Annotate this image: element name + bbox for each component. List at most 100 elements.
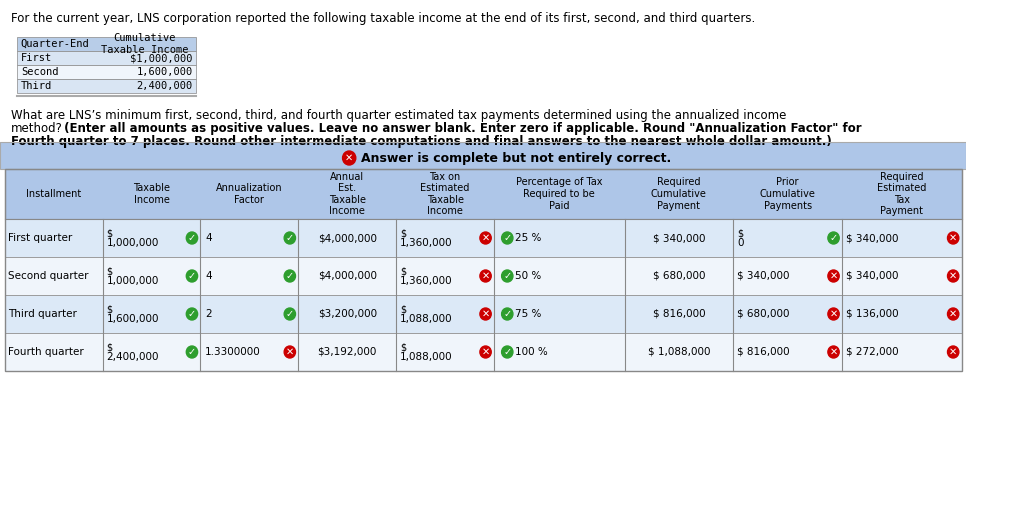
- Text: 0: 0: [737, 238, 743, 248]
- Text: ✕: ✕: [481, 233, 489, 243]
- Text: $: $: [106, 228, 113, 238]
- Text: ✕: ✕: [286, 347, 294, 357]
- Text: $ 1,088,000: $ 1,088,000: [647, 347, 711, 357]
- Text: 75 %: 75 %: [515, 309, 542, 319]
- Text: ✓: ✓: [503, 271, 511, 281]
- Text: Answer is complete but not entirely correct.: Answer is complete but not entirely corr…: [361, 152, 672, 164]
- Text: Third: Third: [20, 81, 52, 91]
- Text: ✕: ✕: [949, 233, 957, 243]
- Text: 1,088,000: 1,088,000: [400, 314, 453, 324]
- Circle shape: [186, 270, 198, 282]
- FancyBboxPatch shape: [5, 295, 962, 333]
- Text: Quarter-End: Quarter-End: [20, 39, 89, 49]
- Circle shape: [480, 346, 492, 358]
- Circle shape: [343, 151, 355, 165]
- Text: Third quarter: Third quarter: [8, 309, 78, 319]
- Text: ✓: ✓: [187, 309, 196, 319]
- Text: 4: 4: [205, 271, 212, 281]
- Text: 1,360,000: 1,360,000: [400, 276, 453, 286]
- Circle shape: [285, 270, 296, 282]
- Text: 25 %: 25 %: [515, 233, 542, 243]
- FancyBboxPatch shape: [5, 333, 962, 371]
- FancyBboxPatch shape: [5, 169, 962, 219]
- Text: $: $: [400, 266, 407, 276]
- Text: 1,600,000: 1,600,000: [136, 67, 193, 77]
- Circle shape: [285, 308, 296, 320]
- Text: 4: 4: [205, 233, 212, 243]
- Circle shape: [186, 232, 198, 244]
- Circle shape: [502, 270, 513, 282]
- Text: $: $: [737, 228, 743, 238]
- Text: ✕: ✕: [949, 271, 957, 281]
- Text: ✕: ✕: [345, 153, 353, 163]
- Text: $ 340,000: $ 340,000: [846, 271, 898, 281]
- Circle shape: [947, 232, 958, 244]
- Text: $ 816,000: $ 816,000: [652, 309, 706, 319]
- Text: $: $: [106, 342, 113, 352]
- Text: Percentage of Tax
Required to be
Paid: Percentage of Tax Required to be Paid: [516, 177, 602, 210]
- Text: 1,000,000: 1,000,000: [106, 238, 159, 248]
- FancyBboxPatch shape: [0, 142, 967, 169]
- Text: ✓: ✓: [187, 233, 196, 243]
- Text: 1,600,000: 1,600,000: [106, 314, 159, 324]
- Text: Prior
Cumulative
Payments: Prior Cumulative Payments: [760, 177, 815, 210]
- Text: Taxable
Income: Taxable Income: [133, 183, 170, 205]
- Text: ✓: ✓: [829, 233, 838, 243]
- Text: Required
Estimated
Tax
Payment: Required Estimated Tax Payment: [878, 171, 927, 216]
- Text: $ 340,000: $ 340,000: [846, 233, 898, 243]
- Circle shape: [947, 270, 958, 282]
- Text: $: $: [106, 266, 113, 276]
- Text: $ 680,000: $ 680,000: [737, 309, 790, 319]
- Circle shape: [827, 232, 840, 244]
- FancyBboxPatch shape: [17, 79, 197, 93]
- Circle shape: [285, 346, 296, 358]
- Text: ✓: ✓: [187, 347, 196, 357]
- Text: $4,000,000: $4,000,000: [317, 233, 377, 243]
- Circle shape: [285, 232, 296, 244]
- Text: $4,000,000: $4,000,000: [317, 271, 377, 281]
- Circle shape: [502, 308, 513, 320]
- Text: $: $: [400, 342, 407, 352]
- Text: ✕: ✕: [481, 271, 489, 281]
- Text: For the current year, LNS corporation reported the following taxable income at t: For the current year, LNS corporation re…: [11, 12, 756, 25]
- Text: 2,400,000: 2,400,000: [106, 352, 159, 362]
- FancyBboxPatch shape: [17, 37, 197, 51]
- Text: 50 %: 50 %: [515, 271, 541, 281]
- Text: $ 816,000: $ 816,000: [737, 347, 790, 357]
- Text: $: $: [400, 304, 407, 314]
- Text: $ 340,000: $ 340,000: [652, 233, 706, 243]
- FancyBboxPatch shape: [17, 51, 197, 65]
- Circle shape: [827, 270, 840, 282]
- Circle shape: [827, 346, 840, 358]
- Text: 1,088,000: 1,088,000: [400, 352, 453, 362]
- Text: ✓: ✓: [503, 347, 511, 357]
- Circle shape: [480, 270, 492, 282]
- Text: $ 340,000: $ 340,000: [737, 271, 790, 281]
- Text: ✓: ✓: [286, 233, 294, 243]
- Text: $1,000,000: $1,000,000: [130, 53, 193, 63]
- Text: ✕: ✕: [829, 309, 838, 319]
- Text: Annual
Est.
Taxable
Income: Annual Est. Taxable Income: [329, 171, 366, 216]
- Text: 1,360,000: 1,360,000: [400, 238, 453, 248]
- Text: $: $: [400, 228, 407, 238]
- Text: 100 %: 100 %: [515, 347, 548, 357]
- Text: ✓: ✓: [187, 271, 196, 281]
- Text: First quarter: First quarter: [8, 233, 73, 243]
- Circle shape: [186, 346, 198, 358]
- Text: ✕: ✕: [949, 309, 957, 319]
- Circle shape: [827, 308, 840, 320]
- Text: 2: 2: [205, 309, 212, 319]
- Text: Cumulative
Taxable Income: Cumulative Taxable Income: [100, 33, 188, 55]
- FancyBboxPatch shape: [5, 257, 962, 295]
- Text: ✕: ✕: [949, 347, 957, 357]
- Text: ✕: ✕: [481, 309, 489, 319]
- Text: ✕: ✕: [481, 347, 489, 357]
- Text: (Enter all amounts as positive values. Leave no answer blank. Enter zero if appl: (Enter all amounts as positive values. L…: [60, 122, 862, 135]
- Text: Tax on
Estimated
Taxable
Income: Tax on Estimated Taxable Income: [421, 171, 470, 216]
- Circle shape: [480, 232, 492, 244]
- Text: $ 136,000: $ 136,000: [846, 309, 898, 319]
- Text: $ 272,000: $ 272,000: [846, 347, 898, 357]
- Text: 1,000,000: 1,000,000: [106, 276, 159, 286]
- Text: Fourth quarter: Fourth quarter: [8, 347, 84, 357]
- Text: What are LNS’s minimum first, second, third, and fourth quarter estimated tax pa: What are LNS’s minimum first, second, th…: [11, 109, 786, 122]
